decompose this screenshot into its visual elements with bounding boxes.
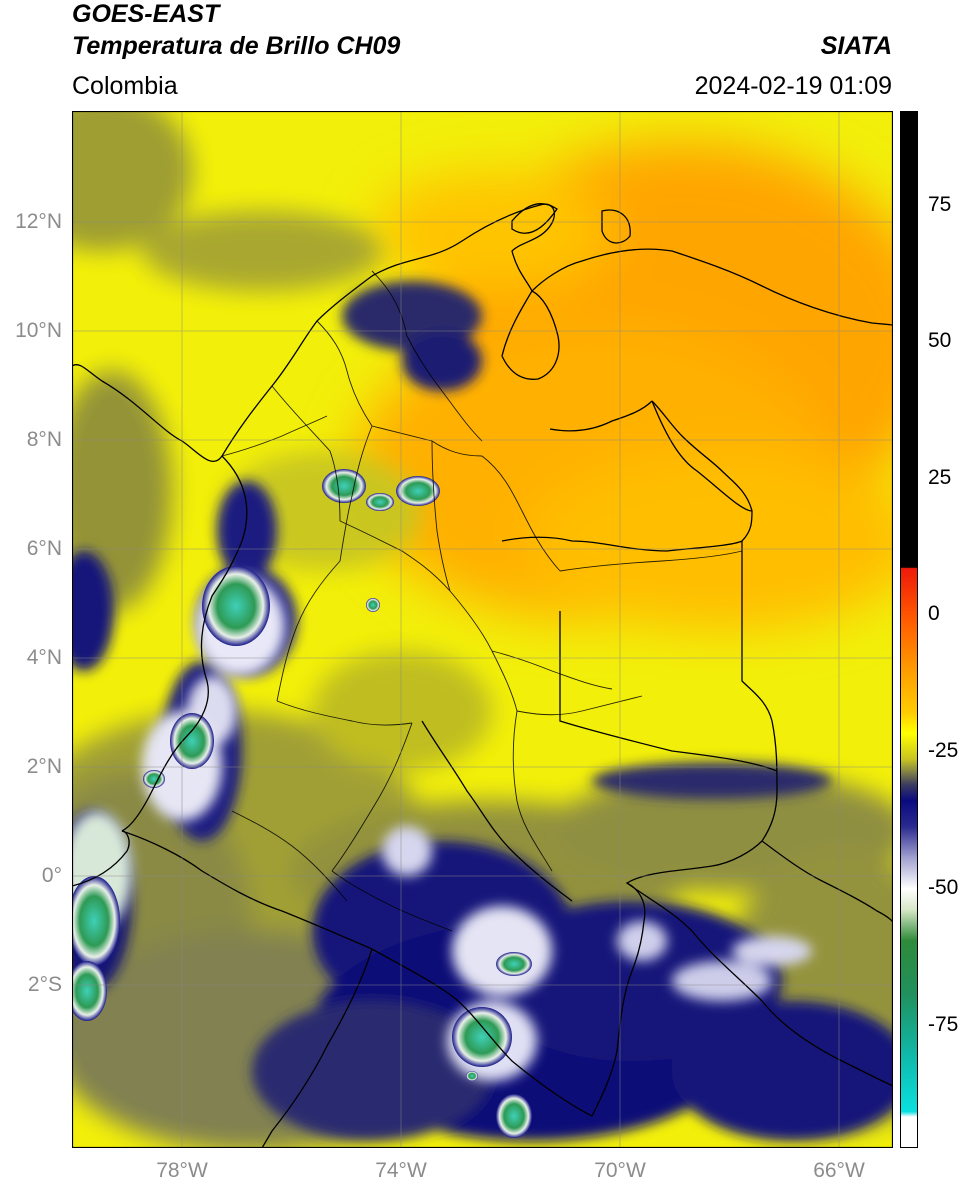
lat-tick-6n: 6°N	[26, 537, 62, 560]
lon-tick-70w: 70°W	[594, 1159, 646, 1182]
datetime-label: 2024-02-19 01:09	[694, 72, 892, 100]
cbar-tick-minus75: -75	[928, 1013, 959, 1036]
lat-tick-10n: 10°N	[15, 319, 62, 342]
department-borders	[221, 270, 743, 932]
region-label: Colombia	[72, 72, 178, 100]
cbar-tick-minus50: -50	[928, 876, 959, 899]
title-product: Temperatura de Brillo CH09	[72, 32, 401, 60]
cbar-tick-75: 75	[928, 193, 952, 216]
cbar-tick-25: 25	[928, 466, 952, 489]
deep-convection-cells	[72, 469, 532, 1138]
lat-tick-12n: 12°N	[15, 210, 62, 233]
cbar-tick-minus25: -25	[928, 739, 959, 762]
map-frame	[72, 111, 893, 1148]
graticule	[72, 111, 893, 1148]
lat-tick-2n: 2°N	[26, 755, 62, 778]
lon-tick-66w: 66°W	[813, 1159, 865, 1182]
satellite-map	[72, 111, 893, 1148]
map-canvas	[72, 111, 893, 1148]
lon-tick-78w: 78°W	[156, 1159, 208, 1182]
colorbar-gradient	[900, 111, 918, 1148]
cbar-tick-0: 0	[928, 602, 940, 625]
colorbar-canvas	[900, 111, 918, 1148]
lat-tick-8n: 8°N	[26, 428, 62, 451]
lat-tick-2s: 2°S	[27, 973, 62, 996]
colorbar	[900, 111, 918, 1148]
organization-label: SIATA	[820, 32, 892, 60]
lat-tick-0: 0°	[41, 864, 62, 887]
cbar-tick-50: 50	[928, 329, 952, 352]
colorbar-frame	[900, 111, 918, 1148]
title-satellite: GOES-EAST	[72, 0, 220, 28]
lon-tick-74w: 74°W	[375, 1159, 427, 1182]
lat-tick-4n: 4°N	[26, 646, 62, 669]
